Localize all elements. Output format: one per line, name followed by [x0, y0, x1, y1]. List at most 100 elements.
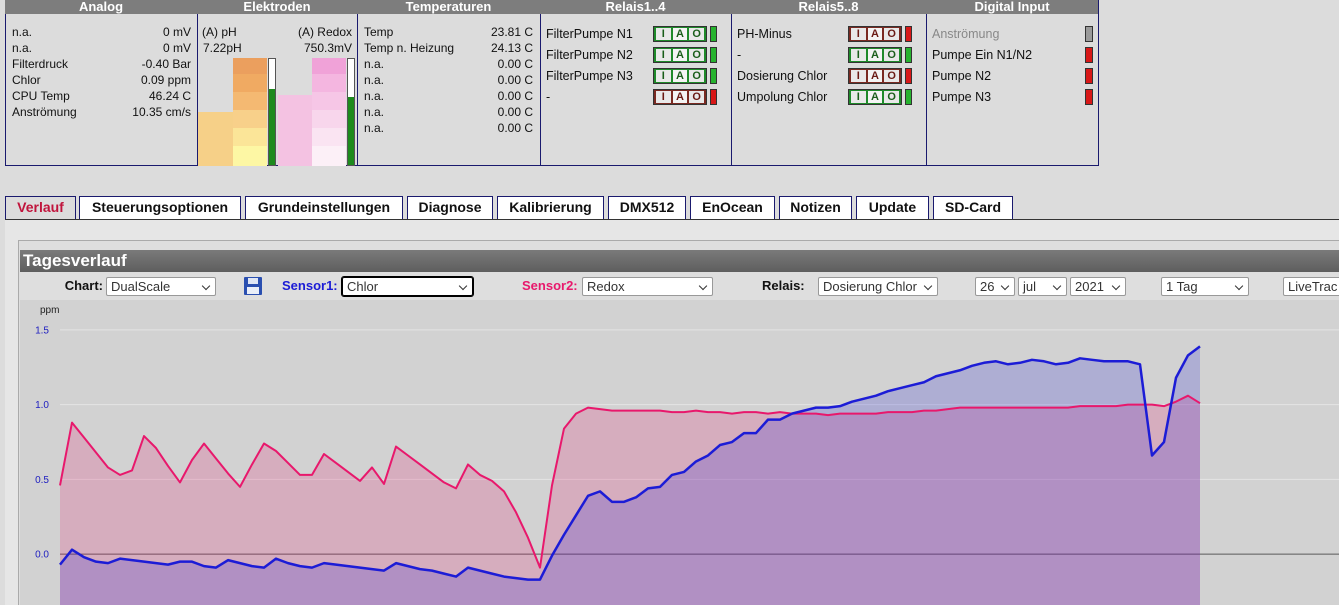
relay-button[interactable]: A [672, 49, 688, 61]
select[interactable]: LiveTrac [1283, 277, 1339, 296]
select-caret [1052, 281, 1062, 291]
relay-label: FilterPumpe N1 [546, 27, 633, 41]
relay-button[interactable]: O [884, 49, 900, 61]
select-value: Dosierung Chlor [823, 279, 917, 294]
relay-button[interactable]: I [656, 49, 671, 61]
tab[interactable]: DMX512 [608, 196, 686, 219]
digital-input-led [1085, 68, 1093, 84]
divider [540, 14, 541, 166]
select[interactable]: DualScale [106, 277, 216, 296]
relay-button[interactable]: I [656, 91, 671, 103]
relay-label: - [737, 48, 742, 62]
relay-button[interactable]: A [867, 91, 883, 103]
save-icon[interactable] [243, 276, 263, 296]
temperature-label: Temp [364, 25, 394, 39]
relay-led [905, 26, 912, 42]
analog-label: Anströmung [12, 105, 77, 119]
relay-button[interactable]: I [656, 28, 671, 40]
column-header: Digital Input [974, 0, 1050, 14]
status-panel [5, 0, 1099, 166]
relay-button[interactable]: I [851, 91, 866, 103]
temperature-label: Temp n. Heizung [364, 41, 455, 55]
y-axis-label: ppm [40, 305, 59, 316]
redox-bar [278, 95, 312, 166]
select[interactable]: Redox [582, 277, 713, 296]
relay-button[interactable]: O [689, 70, 705, 82]
relay-button[interactable]: A [672, 70, 688, 82]
tab[interactable]: EnOcean [690, 196, 775, 219]
temperature-label: n.a. [364, 73, 385, 87]
relay-label: - [546, 90, 551, 104]
panel-title: Tagesverlauf [23, 251, 127, 270]
relay-label: FilterPumpe N2 [546, 48, 633, 62]
tab[interactable]: SD-Card [933, 196, 1013, 219]
analog-value: 10.35 cm/s [132, 105, 191, 119]
analog-value: -0.40 Bar [141, 57, 191, 71]
tab[interactable]: Steuerungsoptionen [79, 196, 241, 219]
select-caret [1234, 281, 1244, 291]
analog-label: n.a. [12, 41, 33, 55]
analog-label: Chlor [12, 73, 41, 87]
relay-button[interactable]: A [867, 28, 883, 40]
relay-button[interactable]: O [884, 91, 900, 103]
tab[interactable]: Grundeinstellungen [245, 196, 403, 219]
select-value: 1 Tag [1166, 279, 1198, 294]
tab[interactable]: Diagnose [407, 196, 493, 219]
ph-label: (A) pH [202, 25, 237, 39]
relay-led [710, 68, 717, 84]
relay-button[interactable]: A [672, 91, 688, 103]
y-tick-label: 0.0 [35, 550, 49, 561]
relay-label: PH-Minus [737, 27, 792, 41]
relay-button[interactable]: A [867, 49, 883, 61]
select[interactable]: 26 [975, 277, 1015, 296]
relay-button[interactable]: O [689, 28, 705, 40]
select-caret [458, 281, 468, 291]
select[interactable]: Chlor [341, 276, 474, 297]
relay-led [710, 47, 717, 63]
relay-button[interactable]: O [689, 91, 705, 103]
temperature-label: n.a. [364, 89, 385, 103]
tab[interactable]: Notizen [779, 196, 852, 219]
digital-input-label: Pumpe N3 [932, 90, 992, 104]
relay-button[interactable]: O [884, 70, 900, 82]
relay-button[interactable]: I [656, 70, 671, 82]
temperature-label: n.a. [364, 121, 385, 135]
select-value: DualScale [111, 279, 171, 294]
relay-button[interactable]: O [689, 49, 705, 61]
analog-value: 46.24 C [148, 89, 191, 103]
relay-led [905, 89, 912, 105]
tab[interactable]: Verlauf [5, 196, 76, 219]
column-header: Temperaturen [405, 0, 492, 14]
select[interactable]: jul [1018, 277, 1067, 296]
analog-value: 0.09 ppm [140, 73, 191, 87]
select[interactable]: 1 Tag [1161, 277, 1249, 296]
tab[interactable]: Kalibrierung [497, 196, 604, 219]
column-header: Relais1..4 [605, 0, 666, 14]
series-line [59, 394, 1201, 569]
relay-button[interactable]: A [867, 70, 883, 82]
select[interactable]: 2021 [1070, 277, 1126, 296]
relay-button[interactable]: I [851, 70, 866, 82]
relay-button[interactable]: A [672, 28, 688, 40]
relay-button[interactable]: I [851, 49, 866, 61]
relay-led [905, 47, 912, 63]
tab[interactable]: Update [856, 196, 929, 219]
digital-input-led [1085, 89, 1093, 105]
digital-input-led [1085, 26, 1093, 42]
redox-level [347, 58, 355, 166]
select-caret [1111, 281, 1121, 291]
select[interactable]: Dosierung Chlor [818, 277, 938, 296]
relay-button[interactable]: I [851, 28, 866, 40]
chart: ppm 0.0 0.5 1.0 1.5 [20, 300, 1339, 605]
relay-button[interactable]: O [884, 28, 900, 40]
